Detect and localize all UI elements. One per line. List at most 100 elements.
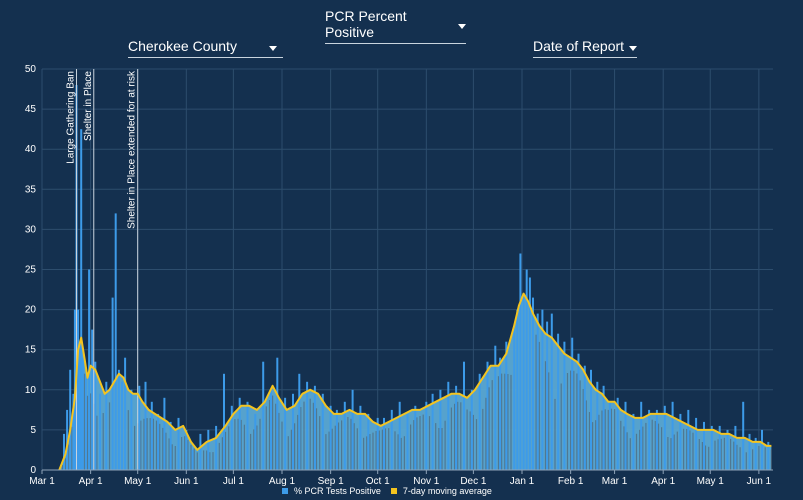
daily-variation-bar	[720, 438, 722, 470]
chart-annotation-layer: Large Gathering Ban Shelter in Place Shelt…	[66, 69, 139, 470]
pcr-positive-bar	[414, 405, 417, 470]
pcr-positive-bar	[463, 361, 465, 470]
daily-variation-bar	[384, 428, 387, 470]
pcr-positive-bar	[114, 213, 117, 470]
pcr-positive-bar	[470, 389, 473, 470]
y-tick-label: 0	[30, 465, 36, 476]
pcr-positive-bar	[238, 397, 241, 470]
daily-variation-bar	[193, 448, 195, 470]
daily-variation-bar	[363, 437, 365, 470]
daily-variation-bar	[548, 372, 550, 470]
chart-legend: % PCR Tests Positive 7-day moving averag…	[282, 486, 492, 496]
daily-variation-bar	[708, 446, 710, 470]
daily-variation-bar	[162, 427, 164, 470]
pcr-positive-bar	[640, 401, 643, 470]
daily-variation-bar	[501, 373, 503, 470]
daily-variation-bar	[108, 402, 111, 470]
event-label: Shelter in Place extended for at risk	[127, 70, 138, 229]
pcr-positive-bar	[121, 381, 123, 470]
daily-variation-bar	[673, 434, 675, 470]
daily-variation-bar	[626, 432, 628, 470]
date-basis-dropdown[interactable]: Date of Report	[533, 38, 637, 58]
daily-variation-bar	[268, 400, 271, 470]
y-tick-label: 20	[25, 305, 37, 316]
pcr-positive-bar	[383, 417, 385, 470]
daily-variation-bar	[758, 445, 760, 470]
daily-variation-bar	[369, 434, 371, 470]
metric-dropdown-label: PCR Percent Positive	[325, 8, 407, 40]
daily-variation-bar	[450, 407, 452, 470]
daily-variation-bar	[579, 380, 581, 470]
daily-variation-bar	[334, 425, 336, 470]
pcr-positive-bar	[425, 401, 428, 470]
x-tick-label: Nov 1	[413, 476, 440, 487]
county-dropdown[interactable]: Cherokee County	[128, 38, 283, 58]
daily-variation-bar	[372, 432, 374, 470]
pcr-positive-bar	[321, 393, 324, 470]
daily-variation-bar	[240, 419, 242, 470]
pcr-positive-bar	[105, 381, 108, 470]
daily-variation-bar	[701, 442, 703, 470]
daily-variation-bar	[573, 370, 575, 470]
daily-variation-bar	[394, 431, 396, 470]
pcr-positive-bar	[478, 373, 481, 470]
chevron-down-icon	[458, 23, 466, 29]
pcr-positive-bar	[130, 389, 133, 470]
daily-variation-bar	[196, 452, 198, 470]
daily-variation-bar	[253, 429, 255, 470]
daily-variation-bar	[475, 419, 478, 470]
pcr-positive-bar	[390, 409, 393, 470]
daily-variation-bar	[642, 426, 644, 470]
daily-variation-bar	[281, 421, 283, 470]
pcr-positive-bar	[486, 361, 489, 470]
daily-variation-bar	[64, 458, 67, 470]
x-tick-label: Jul 1	[223, 476, 245, 487]
pcr-positive-bar	[748, 433, 751, 470]
daily-variation-bar	[290, 429, 292, 470]
legend-label-line: 7-day moving average	[402, 486, 492, 496]
daily-variation-bar	[651, 419, 653, 470]
daily-variation-bar	[366, 436, 368, 470]
daily-variation-bar	[485, 397, 487, 470]
daily-variation-bar	[218, 442, 220, 470]
x-tick-label: May 1	[124, 476, 152, 487]
daily-variation-bar	[146, 418, 148, 470]
daily-variation-bar	[482, 408, 484, 470]
daily-variation-bar	[667, 437, 669, 470]
pcr-positive-bar	[69, 369, 72, 471]
daily-variation-bar	[278, 412, 280, 470]
daily-variation-bar	[692, 432, 694, 470]
pcr-positive-bar	[761, 429, 763, 470]
pcr-positive-bar	[262, 361, 265, 470]
daily-variation-bar	[259, 418, 261, 470]
daily-variation-bar	[457, 401, 459, 470]
pcr-positive-bar	[557, 333, 560, 470]
daily-variation-bar	[689, 430, 691, 470]
pcr-positive-bar	[63, 433, 65, 470]
pcr-positive-bar	[687, 409, 690, 470]
daily-variation-bar	[507, 374, 509, 470]
daily-variation-bar	[670, 438, 672, 470]
pcr-positive-bar	[78, 341, 81, 470]
daily-variation-bar	[544, 361, 547, 470]
pcr-positive-bar	[169, 421, 172, 470]
daily-variation-bar	[635, 433, 638, 470]
daily-variation-bar	[350, 418, 352, 470]
daily-variation-bar	[639, 429, 641, 470]
chart-line-layer	[58, 292, 772, 471]
pcr-positive-bar	[177, 417, 180, 470]
pcr-positive-bar	[335, 409, 338, 470]
daily-variation-bar	[297, 414, 299, 470]
daily-variation-bar	[444, 420, 446, 470]
pcr-positive-bar	[306, 381, 309, 470]
daily-variation-bar	[428, 416, 431, 470]
pcr-positive-bar	[359, 405, 362, 470]
metric-dropdown[interactable]: PCR Percent Positive	[325, 8, 466, 44]
daily-variation-bar	[438, 428, 440, 470]
daily-variation-bar	[620, 420, 622, 470]
daily-variation-bar	[714, 440, 716, 470]
pcr-positive-bar	[138, 385, 141, 470]
pcr-positive-bar	[124, 357, 127, 470]
daily-variation-bar	[319, 416, 321, 470]
